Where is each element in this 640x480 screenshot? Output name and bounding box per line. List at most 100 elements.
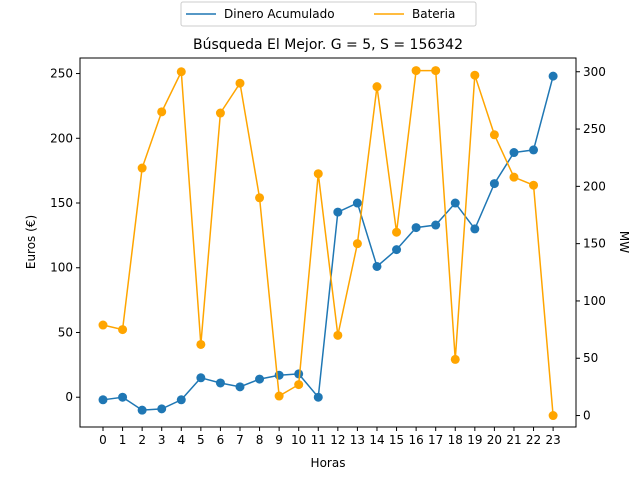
y-axis-left: 0 50 100 150 200 250 [50,67,80,404]
data-point-dinero [352,198,362,208]
data-point-bateria [333,330,343,340]
x-tick-label: 15 [389,433,404,447]
data-point-dinero [450,198,460,208]
x-tick-label: 4 [177,433,185,447]
data-point-bateria [411,66,421,76]
data-point-bateria [548,411,558,421]
data-point-bateria [235,78,245,88]
data-point-dinero [333,207,343,217]
data-point-bateria [470,70,480,80]
data-point-bateria [137,163,147,173]
x-tick-label: 20 [487,433,502,447]
data-point-dinero [470,224,480,234]
y2-tick-label: 250 [583,122,606,136]
data-point-dinero [196,373,206,383]
x-tick-label: 22 [526,433,541,447]
data-point-bateria [274,391,284,401]
data-point-bateria [118,325,128,335]
data-point-dinero [411,223,421,233]
y2-tick-label: 100 [583,294,606,308]
x-tick-label: 12 [330,433,345,447]
data-point-dinero [118,392,128,402]
y-axis-right: 0 50 100 150 200 250 300 [576,65,606,423]
data-point-bateria [372,82,382,92]
x-tick-label: 13 [350,433,365,447]
legend-label-bateria: Bateria [412,7,455,21]
x-tick-label: 1 [119,433,127,447]
x-tick-label: 21 [506,433,521,447]
data-point-bateria [313,169,323,179]
x-tick-label: 18 [448,433,463,447]
data-point-bateria [98,320,108,330]
x-tick-label: 9 [275,433,283,447]
data-point-bateria [431,66,441,76]
legend-frame [180,1,477,27]
data-point-dinero [509,148,519,158]
data-point-dinero [137,405,147,415]
data-point-dinero [489,179,499,189]
data-point-dinero [294,369,304,379]
data-point-bateria [255,193,265,203]
y-tick-label: 150 [50,196,73,210]
data-point-dinero [529,145,539,155]
y2-tick-label: 50 [583,351,598,365]
x-tick-label: 19 [467,433,482,447]
y-axis-label: Euros (€) [24,215,38,269]
data-point-bateria [215,108,225,118]
legend: Dinero Acumulado Bateria [180,1,477,27]
x-tick-label: 7 [236,433,244,447]
y2-tick-label: 200 [583,179,606,193]
data-point-dinero [157,404,167,414]
data-point-dinero [215,378,225,388]
x-tick-label: 3 [158,433,166,447]
y-tick-label: 250 [50,67,73,81]
data-point-dinero [274,370,284,380]
data-point-bateria [529,180,539,190]
chart-title: Búsqueda El Mejor. G = 5, S = 156342 [193,37,463,53]
y-tick-label: 50 [58,325,73,339]
x-tick-label: 0 [99,433,107,447]
data-point-bateria [450,354,460,364]
x-tick-label: 23 [545,433,560,447]
data-point-bateria [157,107,167,117]
y2-axis-label: MW [617,231,631,253]
x-tick-label: 2 [138,433,146,447]
data-point-dinero [176,395,186,405]
x-tick-label: 14 [369,433,384,447]
data-point-dinero [98,395,108,405]
x-axis: 0 1 2 3 4 5 6 7 8 9 10 11 12 13 14 15 16 17 18 19 20 21 22 23 [99,427,561,447]
x-tick-label: 11 [311,433,326,447]
data-point-dinero [548,71,558,81]
data-point-bateria [489,130,499,140]
y2-tick-label: 0 [583,409,591,423]
plot-frame [79,57,577,428]
data-point-bateria [196,339,206,349]
x-tick-label: 10 [291,433,306,447]
x-axis-label: Horas [311,456,346,470]
x-tick-label: 16 [408,433,423,447]
data-point-dinero [255,374,265,384]
y-tick-label: 0 [65,390,73,404]
series-line-bateria [102,68,554,416]
data-point-bateria [294,380,304,390]
y-tick-label: 200 [50,131,73,145]
data-point-dinero [372,261,382,271]
data-point-bateria [392,227,402,237]
x-tick-label: 6 [217,433,225,447]
x-tick-label: 17 [428,433,443,447]
x-tick-label: 8 [256,433,264,447]
data-point-dinero [392,245,402,255]
data-point-dinero [235,382,245,392]
data-point-dinero [313,392,323,402]
data-point-dinero [431,220,441,230]
data-point-bateria [509,172,519,182]
plot-series [98,66,558,421]
x-tick-label: 5 [197,433,205,447]
y2-tick-label: 150 [583,237,606,251]
data-point-bateria [176,67,186,77]
y2-tick-label: 300 [583,65,606,79]
y-tick-label: 100 [50,261,73,275]
data-point-bateria [352,239,362,249]
